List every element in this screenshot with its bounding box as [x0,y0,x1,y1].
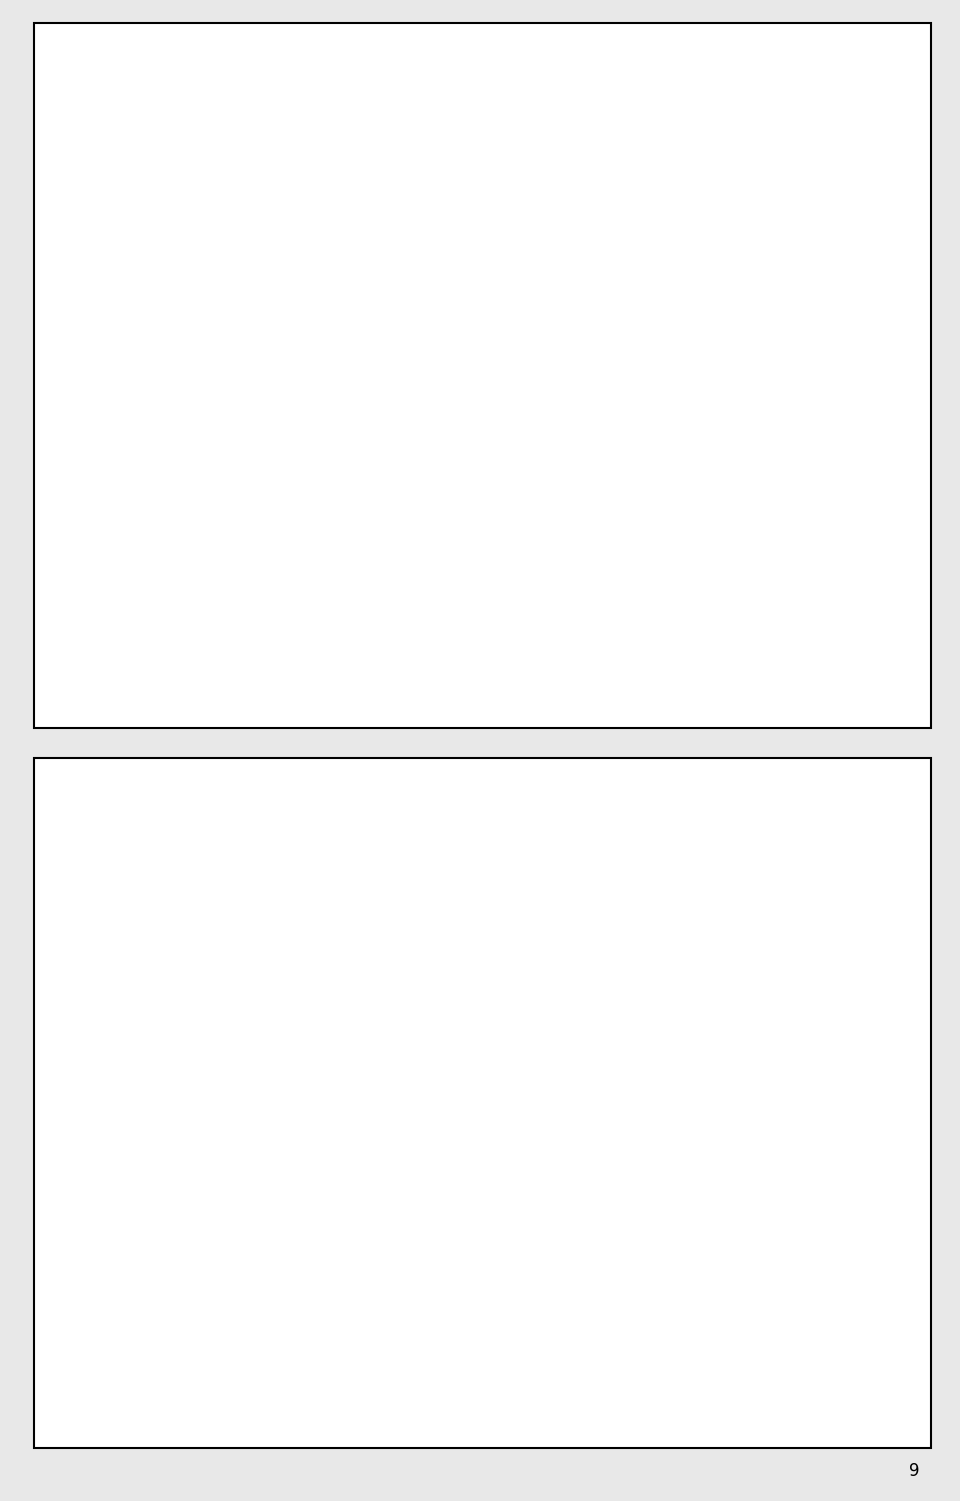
Text: 9: 9 [909,1462,920,1480]
Bar [672,390,748,645]
Bar [420,410,495,645]
Bar [546,423,622,645]
Text: Teknologiateollisuuden tapaturmataajuus 1996-2004: Teknologiateollisuuden tapaturmataajuus … [215,794,750,812]
Legend: 2001, 2002, 2003, 2004, 2006 vanhat, 2006 uudet: 2001, 2002, 2003, 2004, 2006 vanhat, 200… [59,156,472,182]
Y-axis label: Tapaturmatunnit / työntekijä: Tapaturmatunnit / työntekijä [83,317,95,531]
Text: ●● 3Tratkaisut: ●● 3Tratkaisut [87,1405,193,1417]
Text: Tapaturmissa menetetyt työtunnit työntekijää
kohti 2001-2006: Tapaturmissa menetetyt työtunnit työntek… [228,53,737,93]
Legend: 4 pv tapaturmat, kaikki tapaturmat, Kilpailuyritykset 3 pv tapat: 4 pv tapaturmat, kaikki tapaturmat, Kilp… [60,868,622,892]
Y-axis label: kpl/miljoona työtuntia: kpl/miljoona työtuntia [83,1061,95,1228]
Bar [167,273,243,645]
Bar [799,321,875,645]
Text: 17: 17 [885,683,904,698]
Bar [294,372,370,645]
Text: Heikki Laitinen 18.12.2007: Heikki Laitinen 18.12.2007 [374,684,543,696]
Text: Heikki Laitinen 18.12.2007: Heikki Laitinen 18.12.2007 [374,1405,543,1417]
Text: ●● 3Tratkaisut: ●● 3Tratkaisut [87,684,193,696]
Text: 18: 18 [885,1403,904,1418]
